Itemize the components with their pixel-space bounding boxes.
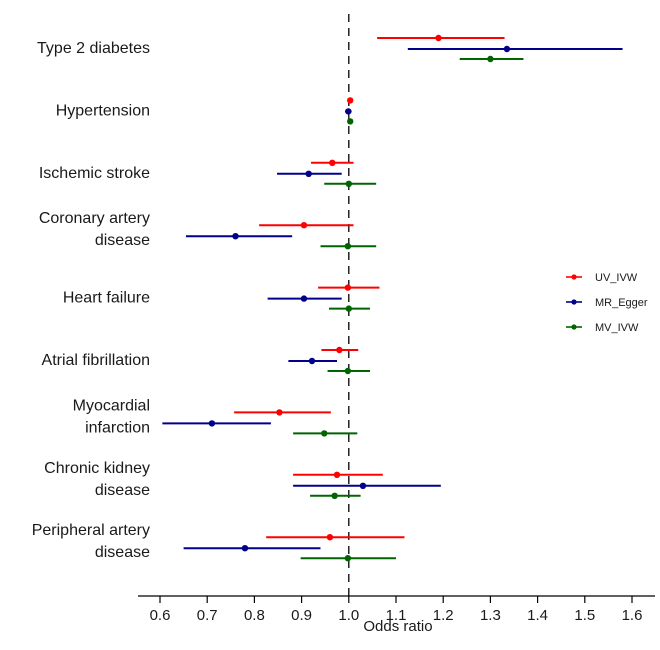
legend-label: MR_Egger [595, 297, 648, 309]
outcome-label: Atrial fibrillation [42, 352, 150, 369]
point-estimate [333, 471, 341, 478]
point-estimate [305, 170, 312, 177]
outcome-label: Coronary artery [39, 210, 150, 227]
outcome-label: Chronic kidney [44, 460, 150, 477]
point-estimate [276, 409, 283, 416]
point-estimate [345, 180, 352, 187]
point-estimate [326, 534, 334, 541]
x-tick-label: 1.5 [574, 607, 595, 624]
outcome-label: disease [95, 232, 150, 249]
x-tick-label: 1.4 [527, 607, 548, 624]
point-estimate [487, 55, 494, 63]
x-tick-label: 1.6 [622, 607, 643, 624]
x-tick-label: 1.3 [480, 607, 501, 624]
x-tick-label: 1.0 [338, 607, 359, 624]
point-estimate [331, 492, 338, 499]
outcome-row: Heart failure [63, 284, 380, 312]
point-estimate [347, 118, 354, 125]
point-estimate [345, 108, 352, 115]
point-estimate [503, 45, 511, 53]
point-estimate [329, 159, 336, 166]
legend: UV_IVW MR_Egger MV_IVW [566, 272, 648, 334]
legend-label: MV_IVW [595, 322, 639, 334]
outcome-row: Peripheral artery disease [32, 522, 405, 562]
outcome-label: Hypertension [56, 102, 150, 119]
point-estimate [208, 420, 216, 427]
outcome-label: disease [95, 544, 150, 561]
legend-swatch-dot [571, 324, 577, 330]
point-estimate [344, 243, 352, 250]
outcome-row: Coronary artery disease [39, 210, 377, 250]
x-tick-label: 1.2 [433, 607, 454, 624]
point-estimate [344, 367, 352, 375]
point-estimate [336, 346, 343, 354]
x-tick-label: 0.6 [150, 607, 171, 624]
outcome-row: Atrial fibrillation [42, 346, 371, 375]
legend-item: UV_IVW [566, 272, 638, 284]
outcome-label: Ischemic stroke [39, 165, 150, 182]
x-tick-label: 0.7 [197, 607, 218, 624]
outcome-row: Chronic kidney disease [44, 460, 441, 499]
point-estimate [344, 284, 352, 291]
legend-item: MR_Egger [566, 297, 648, 309]
point-estimate [435, 34, 442, 42]
point-estimate [344, 555, 352, 562]
outcome-row: Myocardial infarction [73, 397, 358, 437]
legend-item: MV_IVW [566, 322, 639, 334]
x-axis: 0.6 0.7 0.8 0.9 1.0 1.1 1.2 1.3 1.4 1.5 1.6 [138, 595, 655, 624]
outcome-label: Heart failure [63, 290, 150, 307]
outcome-label: infarction [85, 419, 150, 436]
outcome-rows: Type 2 diabetes Hypertension Ischemic stro… [32, 34, 623, 562]
point-estimate [300, 295, 308, 302]
x-tick-label: 0.8 [244, 607, 265, 624]
x-tick-label: 0.9 [291, 607, 312, 624]
x-axis-title: Odds ratio [363, 618, 432, 635]
point-estimate [359, 482, 367, 489]
legend-label: UV_IVW [595, 272, 638, 284]
point-estimate [321, 430, 328, 437]
outcome-label: Type 2 diabetes [37, 40, 150, 57]
point-estimate [308, 357, 316, 365]
outcome-row: Hypertension [56, 97, 354, 125]
legend-swatch-dot [571, 299, 577, 305]
point-estimate [347, 97, 354, 104]
point-estimate [232, 233, 239, 240]
outcome-label: disease [95, 482, 150, 499]
point-estimate [241, 545, 249, 552]
outcome-label: Peripheral artery [32, 522, 150, 539]
outcome-row: Ischemic stroke [39, 159, 377, 187]
outcome-row: Type 2 diabetes [37, 34, 623, 63]
legend-swatch-dot [571, 274, 577, 280]
point-estimate [345, 305, 352, 312]
outcome-label: Myocardial [73, 397, 150, 414]
x-tick-label: 1.1 [386, 607, 407, 624]
point-estimate [300, 222, 308, 229]
